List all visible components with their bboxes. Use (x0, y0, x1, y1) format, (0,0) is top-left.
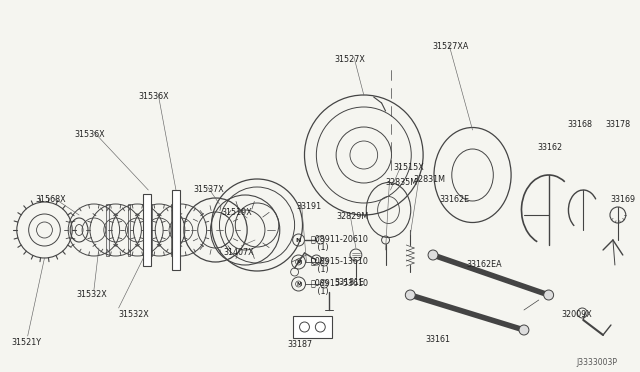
Text: (1): (1) (310, 265, 329, 274)
Bar (292, 316, 332, 338)
Text: 33168: 33168 (568, 120, 593, 129)
Bar (127, 204, 131, 256)
Circle shape (428, 250, 438, 260)
Text: 31527X: 31527X (334, 55, 365, 64)
Bar (149, 204, 152, 256)
Text: (1): (1) (310, 287, 329, 296)
Bar (172, 190, 180, 270)
Text: 33162EA: 33162EA (467, 260, 502, 269)
Text: 32009X: 32009X (561, 310, 592, 319)
Text: ⓜ08915-13610: ⓜ08915-13610 (310, 256, 368, 265)
Text: 33161: 33161 (425, 335, 450, 344)
Text: 31519X: 31519X (221, 208, 252, 217)
Circle shape (544, 290, 554, 300)
Text: 33181E: 33181E (334, 278, 364, 287)
Text: M: M (296, 260, 301, 264)
Text: (1): (1) (310, 243, 329, 252)
Text: 32829M: 32829M (336, 212, 369, 221)
Text: ⓝ08911-20610: ⓝ08911-20610 (310, 234, 368, 243)
Text: M: M (296, 282, 301, 286)
Bar (143, 194, 151, 266)
Bar (106, 204, 109, 256)
Text: 31568X: 31568X (36, 195, 66, 204)
Text: 31532X: 31532X (76, 290, 107, 299)
Text: ⓜ08915-53610: ⓜ08915-53610 (310, 278, 369, 287)
Text: 31536X: 31536X (74, 130, 105, 139)
Text: 33162: 33162 (538, 143, 563, 152)
Text: 31521Y: 31521Y (12, 338, 42, 347)
Text: 33169: 33169 (610, 195, 635, 204)
Text: N: N (296, 237, 301, 243)
Text: 31407X: 31407X (223, 248, 254, 257)
Text: 33162E: 33162E (439, 195, 469, 204)
Text: 31532X: 31532X (118, 310, 149, 319)
Circle shape (405, 290, 415, 300)
Text: 33178: 33178 (605, 120, 630, 129)
Text: 33191: 33191 (296, 202, 322, 211)
Text: J3333003P: J3333003P (577, 358, 618, 367)
Text: 32831M: 32831M (413, 175, 445, 184)
Text: 31515X: 31515X (394, 163, 424, 172)
Text: 31527XA: 31527XA (432, 42, 468, 51)
Text: 32835M: 32835M (385, 178, 418, 187)
Text: 31536X: 31536X (138, 92, 169, 101)
Bar (171, 204, 174, 256)
Text: 31537X: 31537X (194, 185, 225, 194)
Text: 33187: 33187 (288, 340, 313, 349)
Circle shape (519, 325, 529, 335)
